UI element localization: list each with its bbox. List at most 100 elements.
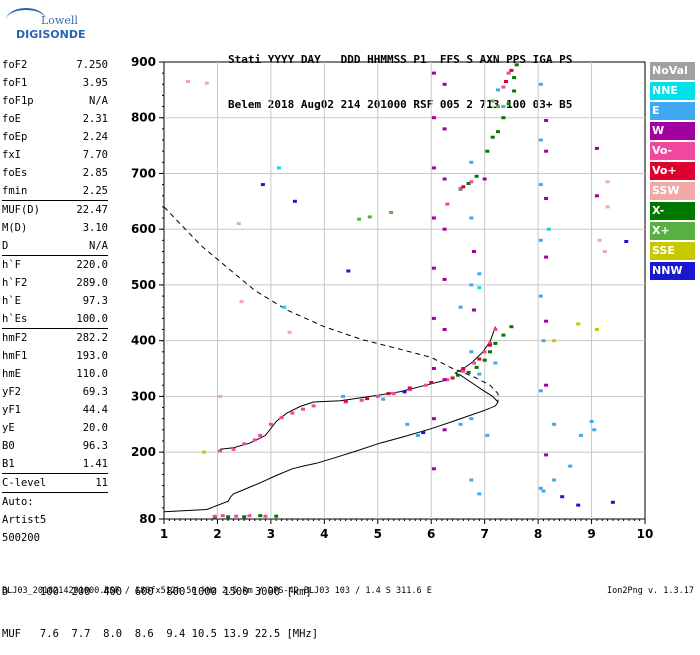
echo-point-e xyxy=(469,478,474,482)
echo-point-vominus xyxy=(234,514,239,518)
y-tick-label: 200 xyxy=(131,445,156,459)
polarization-legend: NoVal NNE E W Vo- Vo+ SSW X- X+ SSE NNW xyxy=(650,62,695,282)
param-name: hmF2 xyxy=(2,332,28,344)
param-name: M(D) xyxy=(2,222,28,234)
param-name: foF2 xyxy=(2,59,28,71)
echo-point-nnw xyxy=(421,431,426,435)
echo-point-xplus xyxy=(496,105,500,109)
echo-point-voplus xyxy=(429,381,434,384)
legend-item-ssw: SSW xyxy=(650,182,695,200)
echo-point-vominus xyxy=(268,422,273,426)
legend-item-xminus: X- xyxy=(650,202,695,220)
echo-point-e xyxy=(493,361,498,365)
x-tick-label: 2 xyxy=(213,527,221,541)
legend-item-sse: SSE xyxy=(650,242,695,260)
echo-point-e xyxy=(578,433,583,437)
echo-point-nnw xyxy=(346,269,351,273)
echo-point-e xyxy=(541,339,546,343)
param-value: 3.95 xyxy=(82,77,108,89)
echo-point-e xyxy=(552,422,557,426)
profile-curve xyxy=(163,326,499,513)
echo-point-vominus xyxy=(461,369,466,373)
echo-point-w xyxy=(544,119,549,122)
param-value: 7.70 xyxy=(82,149,108,161)
param-value: 2.31 xyxy=(82,113,108,125)
x-tick-label: 1 xyxy=(160,527,168,541)
param-row: hmE 110.0 xyxy=(2,365,108,383)
echo-point-w xyxy=(544,319,549,323)
echo-point-xplus xyxy=(389,211,394,214)
param-value: 2.85 xyxy=(82,167,108,179)
echo-point-ssw xyxy=(605,180,610,184)
echo-point-vominus xyxy=(247,514,252,518)
echo-point-xminus xyxy=(496,130,500,134)
profile-dashed-curve xyxy=(163,206,499,402)
param-value: 96.3 xyxy=(82,440,108,452)
y-tick-label: 300 xyxy=(131,389,156,403)
echo-point-e xyxy=(538,138,543,142)
param-row: h`E 97.3 xyxy=(2,292,108,310)
echo-point-nnw xyxy=(260,183,265,187)
echo-point-voplus xyxy=(343,399,348,403)
echo-point-ssw xyxy=(218,394,223,398)
x-tick-label: 9 xyxy=(587,527,595,541)
param-value: 282.2 xyxy=(76,332,108,344)
echo-point-e xyxy=(477,272,482,276)
param-name: h`F2 xyxy=(2,277,28,289)
echo-point-w xyxy=(431,216,436,220)
echo-point-w xyxy=(431,266,436,270)
legend-item-w: W xyxy=(650,122,695,140)
param-row: yF1 44.4 xyxy=(2,401,108,419)
param-name: foE xyxy=(2,113,21,125)
echo-point-xminus xyxy=(514,63,519,67)
echo-point-e xyxy=(469,216,474,220)
echo-point-nnw xyxy=(576,503,581,507)
param-name: h`E xyxy=(2,295,21,307)
echo-point-w xyxy=(442,378,447,382)
echo-point-xminus xyxy=(226,515,231,519)
echo-point-vominus xyxy=(445,378,450,382)
echo-point-e xyxy=(469,160,474,164)
echo-point-w xyxy=(431,367,436,370)
echo-point-vominus xyxy=(506,71,511,75)
x-tick-label: 7 xyxy=(480,527,488,541)
echo-point-xminus xyxy=(258,514,263,518)
echo-point-w xyxy=(442,328,447,331)
echo-point-ssw xyxy=(204,81,209,85)
param-separator xyxy=(2,200,108,201)
y-tick-label: 500 xyxy=(131,278,156,292)
echo-point-ssw xyxy=(602,250,607,253)
echo-point-nne xyxy=(276,166,281,170)
param-value: 69.3 xyxy=(82,386,108,398)
echo-point-voplus xyxy=(407,386,412,390)
echo-point-xminus xyxy=(485,149,490,153)
echo-point-vominus xyxy=(290,411,295,415)
muf-row: MUF 7.6 7.7 8.0 8.6 9.4 10.5 13.9 22.5 [… xyxy=(2,628,319,640)
echo-point-e xyxy=(538,238,543,242)
version-label: Ion2Png v. 1.3.17 xyxy=(607,586,694,596)
x-tick-label: 5 xyxy=(374,527,382,541)
echo-point-vominus xyxy=(242,442,247,446)
echo-point-e xyxy=(341,394,345,398)
echo-point-e xyxy=(501,105,506,109)
echo-point-nnw xyxy=(402,390,407,394)
station-header: Stati YYYY DAY DDD HHMMSS P1 FFS S AXN P… xyxy=(228,22,572,127)
echo-point-e xyxy=(381,397,386,401)
param-name: hmE xyxy=(2,368,21,380)
echo-point-w xyxy=(544,197,549,200)
echo-point-w xyxy=(482,177,487,181)
param-value: 100.0 xyxy=(76,313,108,325)
legend-item-noval: NoVal xyxy=(650,62,695,80)
y-tick-label: 600 xyxy=(131,222,156,236)
param-row: Artist5 xyxy=(2,511,108,529)
param-row: hmF2 282.2 xyxy=(2,329,108,347)
echo-point-e xyxy=(589,420,594,423)
echo-point-e xyxy=(477,492,482,496)
param-row: D N/A xyxy=(2,237,108,255)
echo-point-xminus xyxy=(493,341,498,345)
param-row: fxI 7.70 xyxy=(2,146,108,164)
echo-point-sse xyxy=(594,328,599,331)
echo-point-e xyxy=(458,422,463,426)
echo-point-ssw xyxy=(287,330,292,334)
param-row: foF1 3.95 xyxy=(2,74,108,92)
